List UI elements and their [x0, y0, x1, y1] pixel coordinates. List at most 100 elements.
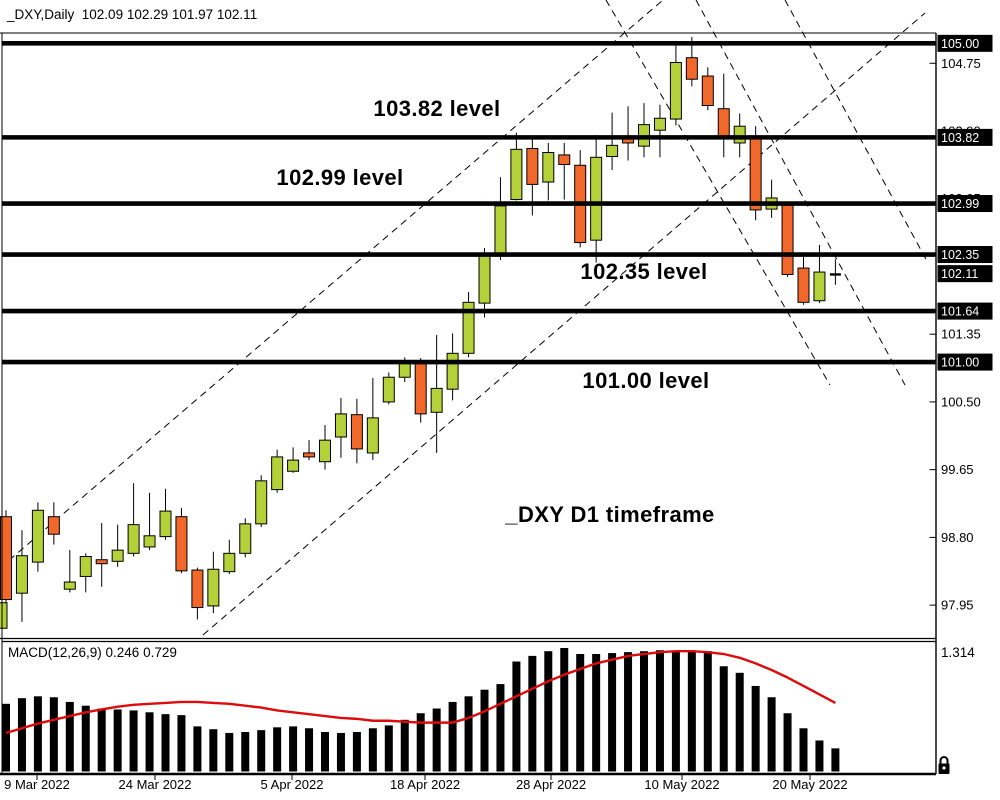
macd-histogram-bar — [703, 651, 712, 772]
candle-body-bull — [590, 156, 603, 241]
candle-body-bull — [334, 413, 347, 438]
time-axis-label: 24 Mar 2022 — [119, 777, 192, 792]
candle-body-bull — [430, 387, 443, 413]
candle-body-bull — [398, 362, 411, 378]
macd-histogram-bar — [33, 696, 42, 772]
candle-body-bull — [287, 459, 300, 472]
macd-histogram-bar — [831, 748, 840, 772]
candle-body-bear — [797, 267, 810, 303]
macd-histogram-bar — [496, 684, 505, 772]
candle-body-partial — [0, 602, 8, 629]
macd-histogram-bar — [544, 651, 553, 772]
macd-histogram-bar — [384, 725, 393, 772]
candle-body-bear — [175, 516, 188, 572]
macd-histogram-bar — [193, 726, 202, 772]
macd-histogram-bar — [65, 701, 74, 772]
candle-body-bear — [526, 148, 539, 185]
price-axis-badge-label: 105.00 — [941, 37, 979, 51]
macd-histogram-bar — [336, 732, 345, 772]
lock-icon — [938, 756, 950, 774]
candle-doji-body — [829, 273, 841, 276]
macd-histogram-bar — [560, 648, 569, 772]
candle-body-bull — [813, 271, 826, 302]
candle-body-bull — [239, 523, 252, 554]
macd-histogram-bar — [321, 732, 329, 772]
trendline-dashed — [695, 0, 906, 386]
price-axis-badge — [937, 353, 993, 371]
macd-histogram-bar — [464, 696, 473, 772]
candle-body-bear — [350, 414, 363, 450]
candle-body-bear — [303, 452, 316, 458]
price-axis-badge-label: 101.00 — [941, 356, 979, 370]
candle-body-bull — [207, 568, 220, 607]
candle-body-bear — [0, 516, 12, 601]
candle-body-bull — [494, 205, 507, 257]
current-price-badge — [937, 265, 993, 283]
candle-body-bull — [63, 581, 76, 590]
candle-body-bull — [382, 376, 395, 403]
candle-body-bull — [271, 456, 284, 491]
price-axis-badge — [937, 34, 993, 52]
price-axis-badge-label: 101.64 — [941, 305, 979, 319]
macd-histogram-bar — [2, 703, 10, 772]
price-axis-badge — [937, 128, 993, 146]
trendline-dashed — [784, 0, 929, 264]
candle-body-bear — [685, 57, 698, 80]
time-axis-label: 18 Apr 2022 — [390, 777, 460, 792]
price-axis-tick: 101.35 — [941, 327, 981, 342]
candle-body-bull — [159, 510, 172, 538]
candle-body-bull — [319, 439, 331, 463]
macd-histogram-bar — [815, 740, 824, 772]
macd-histogram-bar — [640, 651, 648, 772]
macd-histogram-bar — [416, 713, 425, 772]
candle-body-bull — [366, 417, 379, 454]
candle-body-bull — [223, 552, 236, 573]
macd-histogram-bar — [81, 705, 90, 772]
macd-histogram-bar — [97, 708, 106, 772]
candle-body-bull — [669, 61, 682, 120]
chart-annotation: 103.82 level — [373, 96, 501, 121]
candle-body-bear — [47, 516, 60, 535]
time-axis-label: 5 Apr 2022 — [261, 777, 324, 792]
candle-body-bear — [701, 75, 714, 107]
macd-histogram-bar — [273, 727, 282, 772]
candle-body-bear — [717, 108, 730, 138]
macd-histogram-bar — [624, 652, 633, 772]
macd-histogram-bar — [608, 653, 617, 772]
price-axis-badge-label: 103.82 — [941, 131, 979, 145]
macd-histogram-bar — [592, 654, 601, 772]
current-price-badge-label: 102.11 — [941, 267, 978, 281]
macd-histogram-bar — [289, 726, 298, 772]
macd-histogram-bar — [687, 650, 696, 772]
candle-body-bull — [143, 535, 156, 548]
price-axis-tick: 97.95 — [941, 598, 974, 613]
macd-signal-line — [5, 649, 836, 735]
candle-body-bull — [510, 148, 523, 201]
price-axis-tick: 100.50 — [941, 394, 981, 409]
chart-annotation: 101.00 level — [582, 368, 710, 393]
candle-body-bull — [542, 152, 555, 183]
macd-histogram-bar — [767, 697, 776, 772]
macd-histogram-bar — [368, 728, 377, 772]
candle-body-bull — [653, 117, 666, 131]
price-axis-tick: 98.80 — [941, 530, 974, 545]
trendline-dashed — [605, 0, 831, 386]
candle-body-bull — [255, 480, 268, 525]
macd-histogram-bar — [113, 709, 122, 772]
candle-body-bear — [781, 204, 794, 275]
candle-body-bull — [31, 509, 44, 563]
candle-body-bull — [462, 301, 475, 354]
time-axis-label: 20 May 2022 — [772, 777, 847, 792]
macd-histogram-bar — [305, 728, 314, 772]
macd-histogram-bar — [17, 698, 26, 772]
macd-histogram-bar — [241, 732, 250, 772]
time-axis-label: 10 May 2022 — [644, 777, 719, 792]
macd-histogram-bar — [783, 713, 792, 772]
trendline-dashed — [0, 0, 664, 569]
symbol-title: _DXY,Daily 102.09 102.29 101.97 102.11 — [7, 7, 258, 22]
price-axis-tick: 104.75 — [941, 56, 981, 71]
price-axis-tick: 99.65 — [941, 462, 974, 477]
chart-annotation: _DXY D1 timeframe — [505, 502, 715, 527]
macd-indicator-label: MACD(12,26,9) 0.246 0.729 — [8, 645, 177, 660]
